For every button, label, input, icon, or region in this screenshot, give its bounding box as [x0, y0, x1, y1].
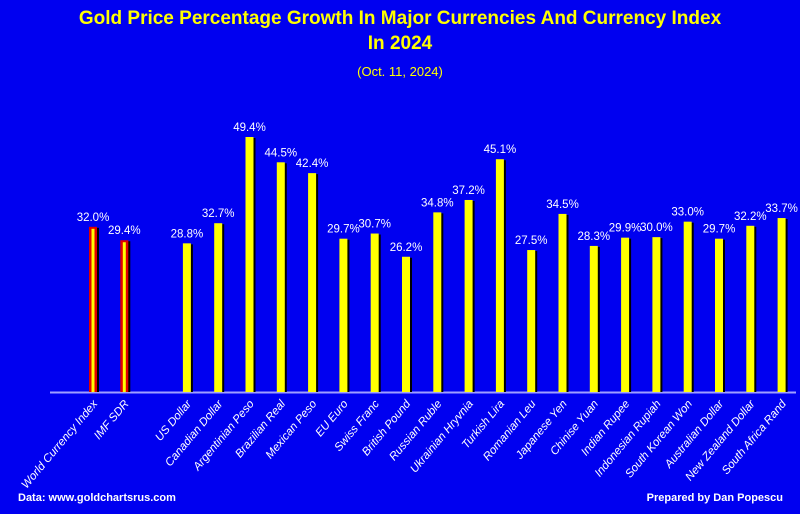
chart-title-line1: Gold Price Percentage Growth In Major Cu… — [78, 8, 722, 29]
bar — [527, 250, 536, 392]
bar — [339, 238, 348, 392]
data-label: 29.7% — [327, 224, 360, 236]
data-source: Data: www.goldchartsrus.com — [18, 492, 176, 504]
data-label: 32.2% — [734, 211, 767, 223]
x-tick-label: World Currency Index — [20, 397, 101, 491]
bar — [589, 245, 598, 392]
bar — [464, 199, 473, 392]
data-label: 33.7% — [765, 203, 798, 215]
bar — [402, 256, 410, 392]
data-label: 30.0% — [640, 222, 673, 234]
data-label: 27.5% — [515, 235, 548, 247]
data-label: 42.4% — [296, 158, 329, 170]
data-label: 32.0% — [77, 212, 110, 224]
data-label: 37.2% — [452, 185, 485, 197]
bar — [433, 212, 442, 392]
data-label: 32.7% — [202, 208, 235, 220]
x-tick-label: Canadian Dollar — [163, 397, 226, 469]
bar — [308, 173, 317, 392]
bar — [558, 213, 567, 392]
bar — [621, 237, 630, 392]
bar — [276, 162, 285, 392]
bar — [746, 225, 755, 392]
data-label: 49.4% — [233, 122, 266, 134]
data-label: 28.3% — [577, 231, 610, 243]
data-label: 29.9% — [609, 223, 642, 235]
bar — [777, 218, 786, 392]
data-label: 44.5% — [264, 147, 297, 159]
credit: Prepared by Dan Popescu — [646, 492, 783, 504]
data-label: 28.8% — [171, 228, 204, 240]
data-label: 29.7% — [703, 224, 736, 236]
data-label: 34.5% — [546, 199, 579, 211]
bar-highlight-core — [122, 242, 126, 392]
chart-title-line2: In 2024 — [367, 33, 433, 54]
data-label: 33.0% — [671, 207, 704, 219]
data-label: 29.4% — [108, 225, 141, 237]
bar — [182, 243, 191, 392]
bar — [715, 238, 723, 392]
bar — [245, 137, 254, 392]
chart-subtitle: (Oct. 11, 2024) — [357, 64, 443, 79]
bar — [214, 223, 223, 392]
data-label: 45.1% — [484, 144, 517, 156]
data-label: 34.8% — [421, 197, 454, 209]
data-label: 26.2% — [390, 242, 423, 254]
data-label: 30.7% — [358, 219, 391, 231]
bar — [683, 221, 692, 392]
bar — [652, 237, 661, 392]
bar-highlight-core — [91, 228, 95, 392]
bar — [370, 233, 379, 392]
bar — [495, 159, 504, 392]
